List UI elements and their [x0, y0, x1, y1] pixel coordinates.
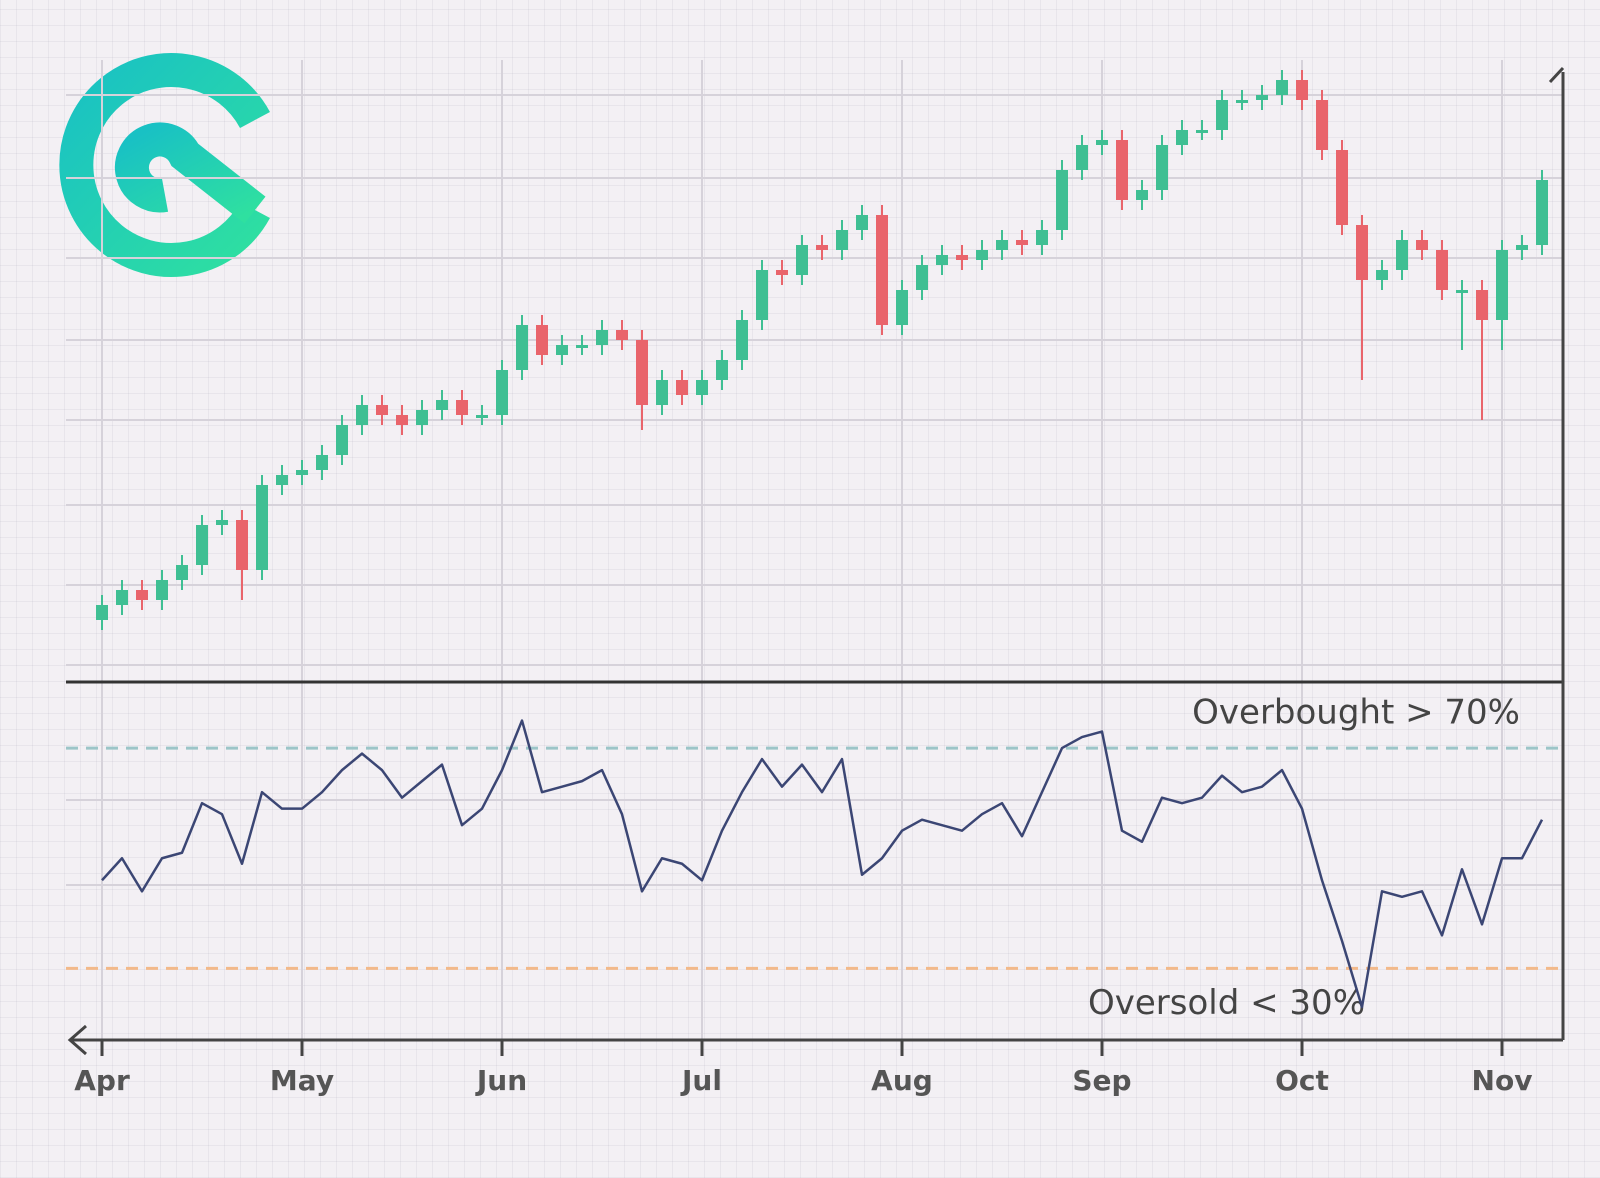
candle-body: [696, 380, 708, 395]
candle-body: [456, 400, 468, 415]
candle-body: [956, 255, 968, 260]
candle-body: [1056, 170, 1068, 230]
candle-body: [1336, 150, 1348, 225]
candle-body: [896, 290, 908, 325]
x-tick-label: Aug: [871, 1064, 933, 1097]
candle-body: [636, 340, 648, 405]
candle-body: [536, 325, 548, 355]
rsi-line: [101, 719, 1544, 1009]
logo-outer-arc: [59, 53, 270, 277]
candle-body: [1496, 250, 1508, 320]
candle-body: [436, 400, 448, 410]
candle-body: [1296, 80, 1308, 100]
candle-body: [396, 415, 408, 425]
candle-body: [1016, 240, 1028, 245]
candle-body: [1236, 100, 1248, 103]
candle-body: [1536, 180, 1548, 245]
reference-label: Overbought > 70%: [1192, 693, 1520, 733]
candle-body: [1116, 140, 1128, 200]
candle-body: [116, 590, 128, 605]
candle-body: [476, 415, 488, 418]
candle-body: [836, 230, 848, 250]
candle-body: [1516, 245, 1528, 250]
candle-body: [756, 270, 768, 320]
candle-body: [1396, 240, 1408, 270]
candle-body: [296, 470, 308, 475]
logo: [59, 53, 270, 277]
logo-inner-arc: [114, 122, 266, 224]
reference-label: Oversold < 30%: [1088, 983, 1365, 1023]
candle-body: [1216, 100, 1228, 130]
candle-body: [1456, 290, 1468, 293]
candle-body: [1196, 130, 1208, 133]
candle-body: [416, 410, 428, 425]
candle-body: [516, 325, 528, 370]
candle-body: [996, 240, 1008, 250]
axis-arrow: [1548, 66, 1565, 84]
candle-body: [216, 520, 228, 525]
candle-body: [1096, 140, 1108, 145]
x-tick-label: Jul: [680, 1064, 722, 1097]
candle-body: [1036, 230, 1048, 245]
candle-body: [256, 485, 268, 570]
candle-body: [596, 330, 608, 345]
candle-body: [276, 475, 288, 485]
candle-body: [556, 345, 568, 355]
candle-body: [1416, 240, 1428, 250]
candle-body: [356, 405, 368, 425]
plot-area: Apr May Jun Jul Aug Sep Oct Nov Overbought > 70%…: [66, 70, 1563, 1097]
candle-body: [1076, 145, 1088, 170]
candle-body: [496, 370, 508, 415]
candle-body: [176, 565, 188, 580]
candle-body: [856, 215, 868, 230]
x-tick-label: Jun: [475, 1064, 527, 1097]
x-tick-label: May: [270, 1064, 334, 1097]
candle-body: [96, 605, 108, 620]
candle-body: [1276, 80, 1288, 95]
candle-body: [576, 345, 588, 348]
candle-body: [1376, 270, 1388, 280]
candle-body: [316, 455, 328, 470]
candle-body: [676, 380, 688, 395]
candle-body: [776, 270, 788, 275]
candle-body: [1256, 95, 1268, 100]
candle-body: [1356, 225, 1368, 280]
candle-body: [1476, 290, 1488, 320]
x-tick-label: Nov: [1472, 1064, 1533, 1097]
candle-body: [976, 250, 988, 260]
candle-body: [376, 405, 388, 415]
candle-body: [1436, 250, 1448, 290]
candle-body: [816, 245, 828, 250]
x-tick-label: Apr: [74, 1064, 130, 1097]
candle-body: [656, 380, 668, 405]
candle-body: [1176, 130, 1188, 145]
candle-body: [336, 425, 348, 455]
grid: [66, 60, 1563, 1040]
candle-body: [796, 245, 808, 275]
candle-body: [916, 265, 928, 290]
candle-body: [236, 520, 248, 570]
candle-body: [156, 580, 168, 600]
candle-body: [716, 360, 728, 380]
candle-body: [736, 320, 748, 360]
x-tick-label: Oct: [1275, 1064, 1329, 1097]
candle-body: [136, 590, 148, 600]
candle-body: [1156, 145, 1168, 190]
candle-body: [1136, 190, 1148, 200]
axis-arrow: [67, 1024, 87, 1056]
candle-body: [196, 525, 208, 565]
candle-body: [1316, 100, 1328, 150]
candle-body: [876, 215, 888, 325]
x-tick-label: Sep: [1072, 1064, 1131, 1097]
candle-body: [616, 330, 628, 340]
candle-body: [936, 255, 948, 265]
